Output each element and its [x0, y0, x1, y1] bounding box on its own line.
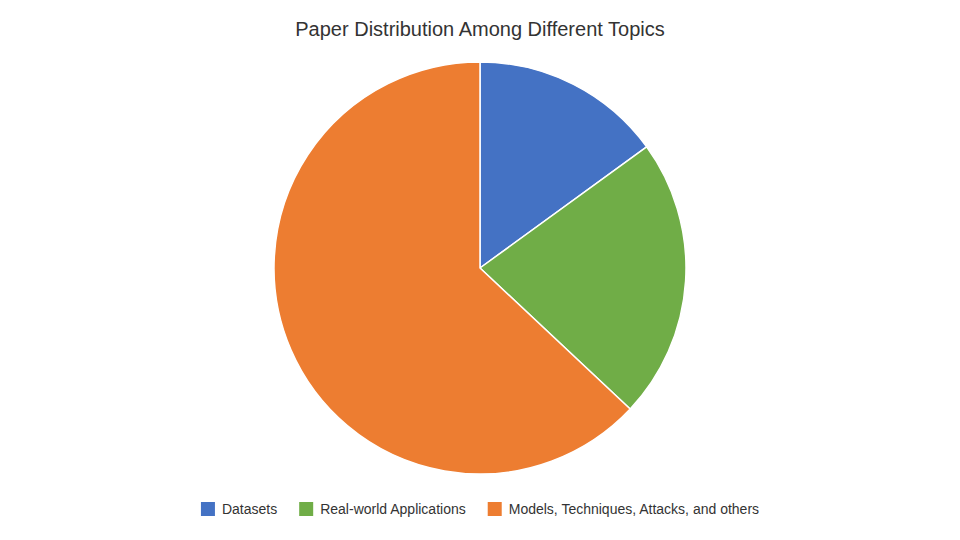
legend-swatch — [488, 502, 502, 516]
legend: Datasets Real-world Applications Models, T… — [201, 501, 759, 517]
pie-slice — [274, 62, 630, 474]
legend-swatch — [299, 502, 313, 516]
legend-label: Real-world Applications — [320, 501, 466, 517]
legend-item: Datasets — [201, 501, 277, 517]
chart-title: Paper Distribution Among Different Topic… — [295, 18, 664, 40]
legend-item: Real-world Applications — [299, 501, 466, 517]
pie-group — [274, 62, 686, 474]
chart-svg: Paper Distribution Among Different Topic… — [0, 0, 960, 540]
legend-item: Models, Techniques, Attacks, and others — [488, 501, 759, 517]
legend-label: Datasets — [222, 501, 277, 517]
legend-label: Models, Techniques, Attacks, and others — [509, 501, 759, 517]
legend-swatch — [201, 502, 215, 516]
